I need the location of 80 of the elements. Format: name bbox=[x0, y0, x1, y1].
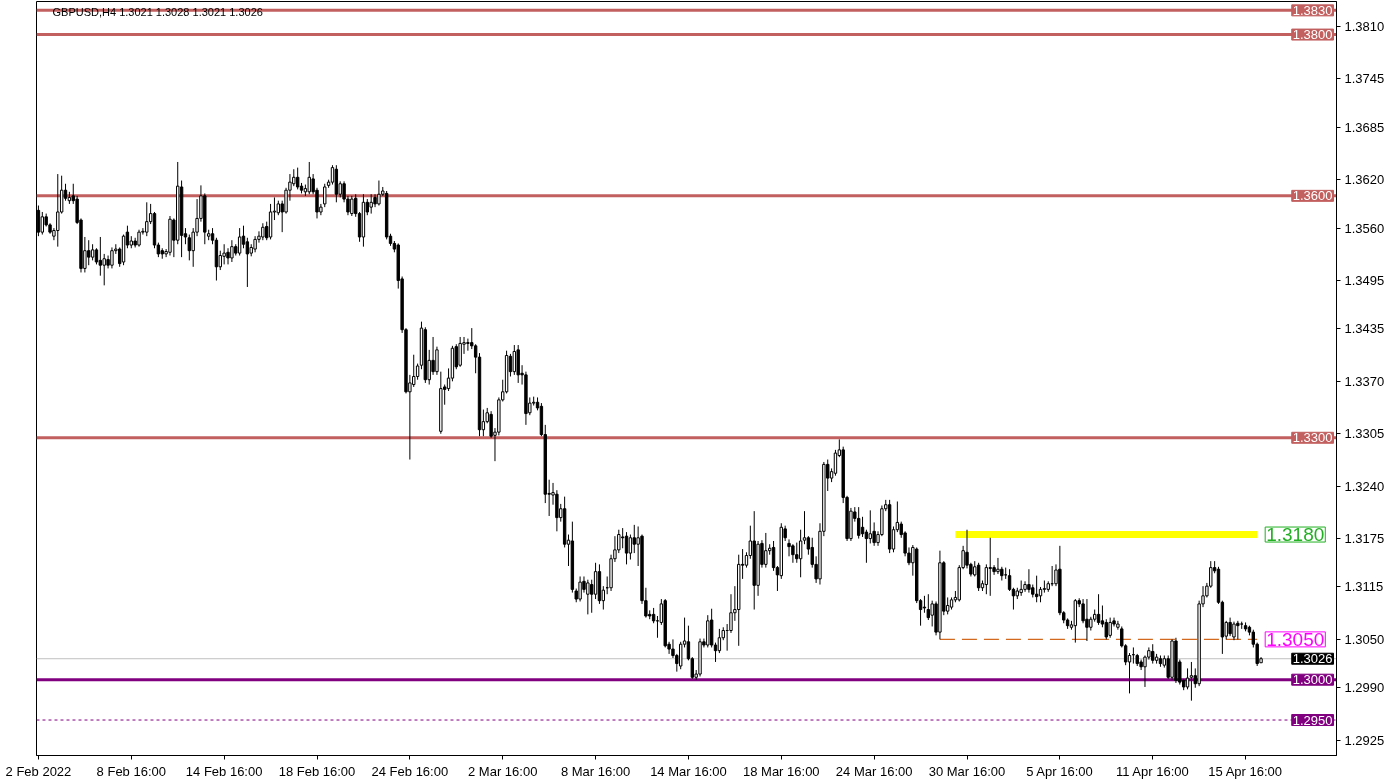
chart-title: GBPUSD,H4 1.3021 1.3028 1.3021 1.3026 bbox=[52, 5, 263, 18]
candlestick bbox=[632, 524, 636, 554]
candlestick bbox=[87, 239, 91, 266]
y-tick-label: 1.3560 bbox=[1344, 220, 1385, 236]
candlestick bbox=[1108, 617, 1112, 639]
candlestick bbox=[466, 338, 470, 352]
candlestick bbox=[369, 193, 373, 215]
x-tick-label: 11 Apr 16:00 bbox=[1115, 763, 1189, 779]
candlestick bbox=[628, 534, 633, 561]
y-tick-label: 1.3435 bbox=[1344, 321, 1385, 337]
y-tick-label: 1.3050 bbox=[1344, 631, 1385, 647]
y-tick-label: 1.3810 bbox=[1344, 19, 1385, 34]
ref-line-label: 1.3300 bbox=[1292, 430, 1333, 446]
candlestick bbox=[1085, 598, 1089, 642]
ref-line-label: 1.3800 bbox=[1292, 27, 1333, 43]
candlestick bbox=[868, 509, 872, 544]
y-tick-label: 1.3115 bbox=[1344, 579, 1384, 595]
candlestick bbox=[1027, 568, 1031, 594]
series-label: 1.3180 bbox=[1266, 524, 1325, 546]
candlestick bbox=[110, 246, 114, 269]
candlestick bbox=[764, 532, 768, 569]
x-tick-label: 18 Mar 16:00 bbox=[742, 763, 820, 779]
candlestick bbox=[40, 211, 44, 236]
candlestick bbox=[377, 180, 381, 207]
y-tick-label: 1.3305 bbox=[1344, 426, 1385, 442]
y-tick-label: 1.3240 bbox=[1344, 478, 1385, 494]
x-tick-label: 14 Mar 16:00 bbox=[650, 763, 727, 779]
x-tick-label: 2 Mar 16:00 bbox=[468, 763, 538, 779]
y-tick-label: 1.2925 bbox=[1344, 732, 1385, 748]
y-tick-label: 1.3685 bbox=[1344, 119, 1385, 135]
candlestick bbox=[1023, 580, 1027, 593]
x-tick-label: 8 Feb 16:00 bbox=[96, 763, 166, 779]
ref-line-label: 1.3026 bbox=[1292, 651, 1333, 667]
y-tick-label: 1.3175 bbox=[1344, 531, 1385, 547]
ref-line-label: 1.3600 bbox=[1292, 188, 1333, 204]
candlestick bbox=[145, 201, 149, 237]
y-tick-label: 1.2990 bbox=[1344, 680, 1385, 696]
candlestick bbox=[624, 531, 629, 565]
candlestick bbox=[56, 173, 60, 248]
candlestick bbox=[795, 542, 799, 564]
candlestick bbox=[988, 537, 992, 597]
x-tick-label: 24 Feb 16:00 bbox=[371, 763, 449, 779]
candlestick bbox=[791, 543, 795, 564]
ref-line-label: 1.3830 bbox=[1292, 2, 1333, 18]
x-tick-label: 30 Mar 16:00 bbox=[928, 763, 1006, 779]
candlestick bbox=[593, 562, 598, 600]
candlestick bbox=[864, 529, 869, 564]
y-tick-label: 1.3620 bbox=[1344, 172, 1385, 188]
candlestick bbox=[1236, 620, 1240, 640]
candlestick bbox=[833, 449, 838, 477]
y-tick-label: 1.3495 bbox=[1344, 273, 1385, 289]
candlestick bbox=[926, 593, 931, 621]
x-tick-label: 14 Feb 16:00 bbox=[185, 763, 263, 779]
y-tick-label: 1.3745 bbox=[1344, 71, 1385, 87]
candlestick bbox=[431, 336, 435, 376]
candlestick bbox=[230, 239, 234, 263]
series-label: 1.3050 bbox=[1266, 628, 1325, 650]
ref-line-label: 1.2950 bbox=[1292, 712, 1333, 728]
candlestick bbox=[98, 236, 103, 277]
candlestick bbox=[1232, 621, 1236, 641]
candlestick bbox=[1151, 643, 1155, 665]
candlestick bbox=[996, 557, 1000, 575]
candlestick bbox=[1189, 661, 1194, 702]
candlestick bbox=[307, 161, 311, 195]
x-tick-label: 2 Feb 2022 bbox=[5, 763, 72, 779]
x-tick-label: 18 Feb 16:00 bbox=[278, 763, 356, 779]
ref-line-label: 1.3000 bbox=[1292, 672, 1333, 688]
candlestick bbox=[512, 344, 517, 376]
x-tick-label: 15 Apr 16:00 bbox=[1208, 763, 1283, 779]
candlestick bbox=[226, 247, 230, 265]
candlestick bbox=[350, 195, 354, 217]
candlestick bbox=[798, 529, 803, 578]
candlestick bbox=[1228, 617, 1232, 637]
candlestick bbox=[578, 575, 582, 602]
x-tick-label: 8 Mar 16:00 bbox=[560, 763, 631, 779]
x-tick-label: 5 Apr 16:00 bbox=[1026, 763, 1093, 779]
candlestick bbox=[586, 579, 590, 615]
x-tick-label: 24 Mar 16:00 bbox=[835, 763, 913, 779]
y-tick-label: 1.3370 bbox=[1344, 373, 1385, 389]
candlestick bbox=[458, 336, 462, 368]
